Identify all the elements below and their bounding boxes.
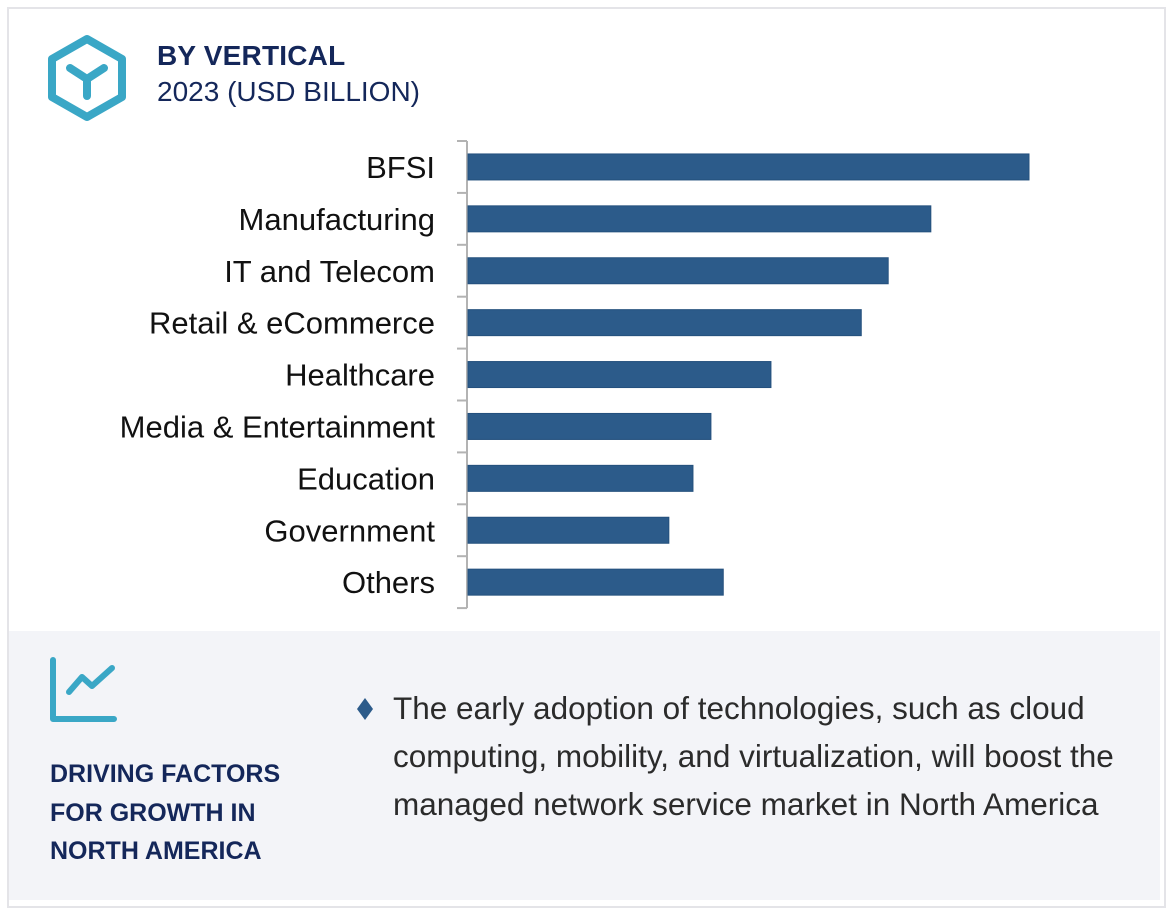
category-label: Manufacturing [239,202,435,237]
driving-factors-panel [9,631,1160,900]
category-label: Education [297,461,435,496]
title-line: FOR GROWTH IN [50,798,256,827]
bar-bfsi [467,153,1030,181]
category-label: IT and Telecom [224,254,435,289]
diamond-bullet-icon [357,698,373,720]
title-line: DRIVING FACTORS [50,760,281,788]
category-label: Others [342,565,435,600]
bar-manufacturing [467,205,932,233]
driving-factors-title: DRIVING FACTORS FOR GROWTH IN NORTH AMER… [50,755,330,871]
bar-education [467,464,694,492]
category-label: Retail & eCommerce [149,306,435,341]
bar-others [467,568,724,596]
bar-retail-ecommerce [467,309,862,337]
hexagon-y-icon [48,35,126,121]
category-label: Media & Entertainment [120,409,436,444]
section-subtitle: 2023 (USD BILLION) [157,76,420,107]
category-label: Government [264,513,435,548]
driving-factors-text: The early adoption of technologies, such… [393,690,1114,822]
section-title: BY VERTICAL [157,40,346,71]
bar-it-and-telecom [467,257,889,285]
bar-healthcare [467,361,772,389]
bar-government [467,516,670,544]
category-label: BFSI [366,150,435,185]
category-label: Healthcare [285,358,435,393]
bar-media-entertainment [467,412,712,440]
vertical-bar-chart: BFSI Manufacturing IT and Telecom Retail & … [120,140,1030,610]
line-chart-icon [50,657,117,722]
title-line: NORTH AMERICA [50,837,262,865]
